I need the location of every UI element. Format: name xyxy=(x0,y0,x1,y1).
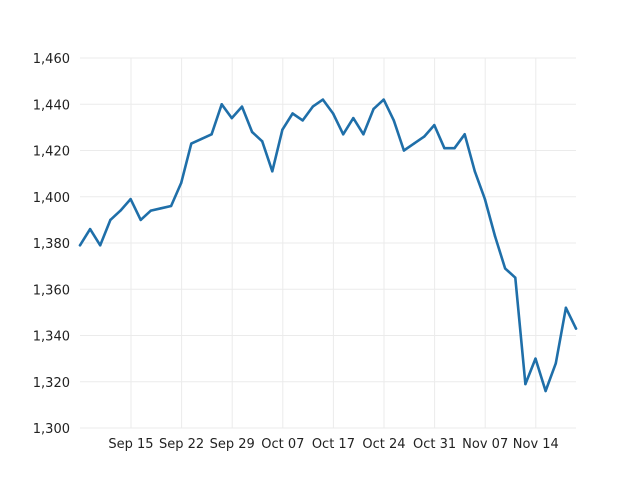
x-tick-label: Nov 07 xyxy=(462,437,508,452)
y-tick-label: 1,340 xyxy=(33,330,70,345)
data-point xyxy=(514,276,517,279)
data-point xyxy=(412,142,416,145)
data-point xyxy=(473,170,476,173)
data-point xyxy=(534,357,537,360)
y-tick-label: 1,420 xyxy=(33,145,70,160)
y-tick-label: 1,360 xyxy=(33,283,70,298)
data-point xyxy=(291,112,294,115)
data-point xyxy=(301,119,304,122)
data-point xyxy=(99,244,102,247)
data-point xyxy=(169,204,173,208)
x-tick-label: Sep 22 xyxy=(159,437,204,452)
data-point xyxy=(200,137,203,141)
data-point xyxy=(422,135,426,138)
data-point xyxy=(149,209,153,212)
data-point xyxy=(210,133,213,136)
series-line xyxy=(78,98,578,393)
y-tick-label: 1,320 xyxy=(33,376,70,391)
data-point xyxy=(483,197,487,201)
data-point xyxy=(493,234,497,238)
data-point xyxy=(554,362,557,365)
data-point xyxy=(524,382,527,386)
x-tick-label: Sep 29 xyxy=(210,437,255,452)
data-point xyxy=(341,133,345,136)
y-tick-label: 1,400 xyxy=(33,191,70,206)
data-point xyxy=(574,327,578,330)
x-tick-label: Oct 17 xyxy=(312,437,355,452)
data-point xyxy=(321,98,325,101)
data-point xyxy=(503,267,507,270)
data-point xyxy=(129,197,132,201)
data-point xyxy=(402,149,406,152)
x-tick-label: Nov 14 xyxy=(513,437,559,452)
data-point xyxy=(78,244,82,247)
x-tick-label: Oct 07 xyxy=(261,437,304,452)
data-point xyxy=(159,207,163,210)
data-point xyxy=(443,146,446,150)
grid-lines xyxy=(80,57,576,429)
x-axis-tick-labels: Sep 15 Sep 22 Sep 29 Oct 07 Oct 17 Oct 24 Oct … xyxy=(108,437,558,452)
data-point xyxy=(453,146,456,150)
data-point xyxy=(180,181,183,185)
data-point xyxy=(261,140,264,143)
x-tick-label: Oct 24 xyxy=(362,437,405,452)
data-point xyxy=(352,116,355,120)
data-point xyxy=(392,119,395,122)
data-point xyxy=(88,227,92,231)
y-axis-tick-labels: 1,300 1,320 1,340 1,360 1,380 1,400 1,420 1,440… xyxy=(33,52,70,437)
x-tick-label: Oct 31 xyxy=(413,437,456,452)
data-point xyxy=(281,128,284,131)
data-point xyxy=(220,103,223,106)
data-point xyxy=(190,142,193,145)
data-point xyxy=(311,105,315,108)
data-point xyxy=(362,133,365,136)
data-point xyxy=(230,116,234,120)
data-point xyxy=(463,133,466,136)
x-tick-label: Sep 15 xyxy=(108,437,153,452)
series-group xyxy=(78,98,578,393)
data-point xyxy=(271,170,274,173)
data-point xyxy=(119,209,122,212)
data-point xyxy=(250,130,254,134)
y-tick-label: 1,380 xyxy=(33,237,70,252)
data-point xyxy=(139,218,142,222)
data-point xyxy=(564,306,568,309)
data-point xyxy=(382,98,385,101)
data-point xyxy=(109,218,112,222)
data-point xyxy=(544,389,547,393)
data-point xyxy=(372,107,375,111)
data-point xyxy=(240,105,244,108)
data-point xyxy=(433,123,436,127)
data-point xyxy=(331,112,335,115)
y-tick-label: 1,460 xyxy=(33,52,70,67)
y-tick-label: 1,300 xyxy=(33,422,70,437)
y-tick-label: 1,440 xyxy=(33,98,70,113)
